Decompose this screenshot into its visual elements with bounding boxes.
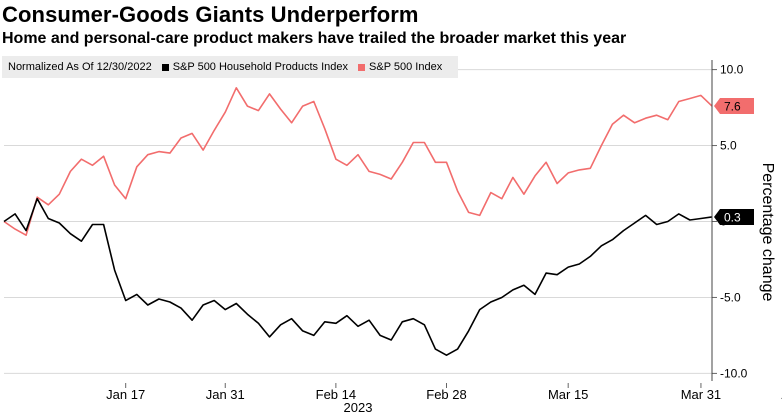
x-tick-label: Feb 28 (426, 387, 466, 402)
legend-label-sp500: S&P 500 Index (369, 61, 443, 73)
x-tick-label: Jan 31 (206, 387, 245, 402)
y-tick-label: -10.0 (720, 366, 748, 380)
legend-note: Normalized As Of 12/30/2022 (8, 61, 152, 73)
x-tick-label: Feb 14 (316, 387, 356, 402)
legend: Normalized As Of 12/30/2022 S&P 500 Hous… (2, 56, 459, 78)
y-tick-label: 10.0 (720, 63, 744, 77)
end-label-household-text: 0.3 (724, 210, 741, 224)
x-tick-label: Mar 15 (548, 387, 588, 402)
x-axis-year-label: 2023 (344, 400, 373, 415)
end-label-household: 0.3 (714, 208, 754, 225)
end-label-sp500-bg (714, 98, 754, 115)
series-lines (3, 87, 713, 356)
legend-swatch-sp500 (358, 63, 366, 71)
series-line-household (3, 197, 713, 356)
y-tick-label: -5.0 (720, 290, 741, 304)
end-label-sp500: 7.6 (714, 98, 754, 115)
chart-title: Consumer-Goods Giants Underperform (2, 2, 419, 27)
chart-subtitle: Home and personal-care product makers ha… (2, 30, 627, 47)
legend-item-sp500: S&P 500 Index (358, 61, 442, 73)
y-axis-label: Percentage change (759, 163, 776, 302)
x-tick-label: Jan 17 (106, 387, 145, 402)
x-tick-label: Mar 31 (681, 387, 721, 402)
end-value-labels: 7.6 0.3 (714, 98, 754, 225)
end-label-household-bg (714, 208, 754, 225)
legend-item-household: S&P 500 Household Products Index (161, 61, 349, 73)
legend-swatch-household (161, 63, 169, 71)
y-tick-label: 5.0 (720, 139, 737, 153)
legend-label-household: S&P 500 Household Products Index (172, 61, 349, 73)
end-label-sp500-text: 7.6 (724, 100, 741, 114)
gridlines (4, 69, 712, 374)
series-line-sp500 (3, 87, 713, 236)
